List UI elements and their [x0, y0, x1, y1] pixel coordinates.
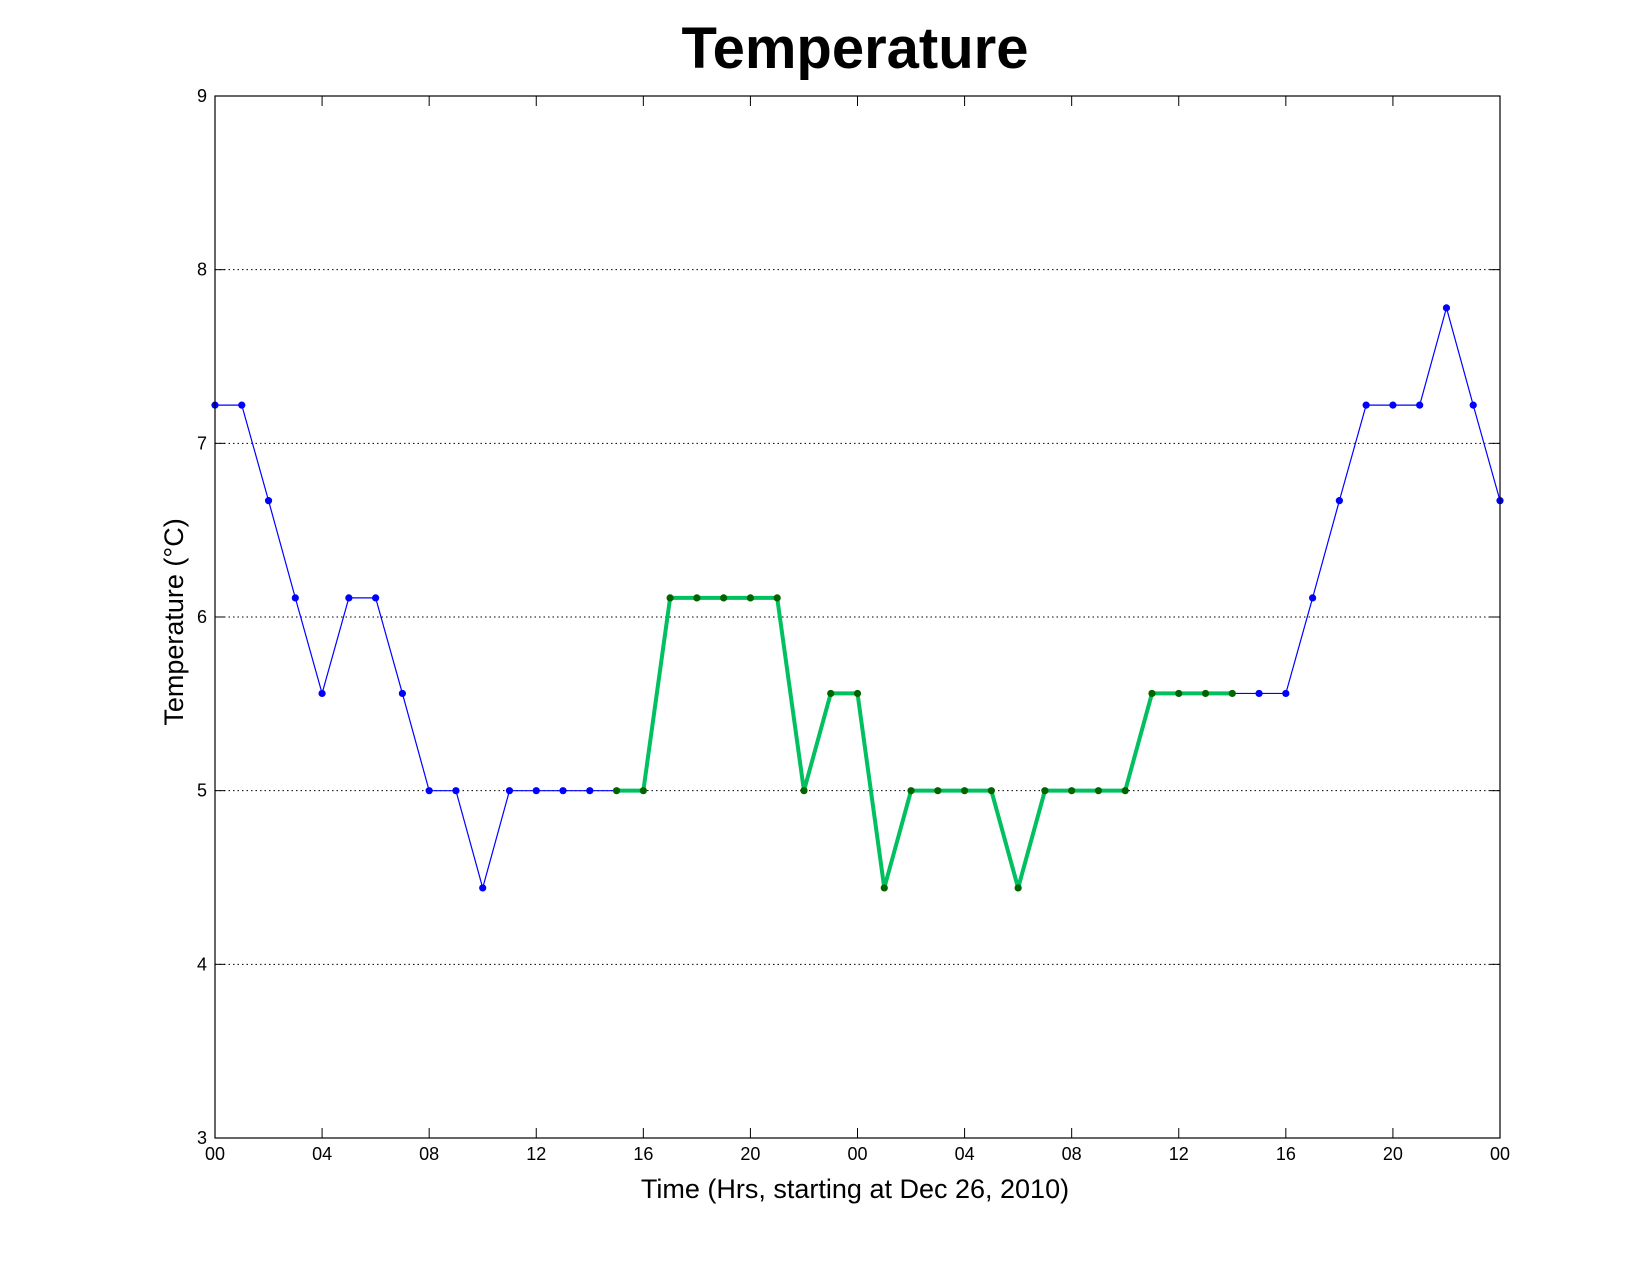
highlight-point	[639, 787, 647, 795]
y-tick-label: 4	[197, 954, 207, 974]
data-point	[532, 787, 540, 795]
x-tick-label: 20	[740, 1144, 760, 1164]
x-tick-label: 12	[526, 1144, 546, 1164]
x-tick-label: 20	[1383, 1144, 1403, 1164]
y-axis-label: Temperature (°C)	[159, 518, 189, 725]
chart-title: Temperature	[681, 16, 1028, 81]
x-tick-label: 16	[633, 1144, 653, 1164]
highlight-point	[800, 787, 808, 795]
highlight-point	[1148, 689, 1156, 698]
data-point	[559, 787, 567, 795]
x-tick-label: 00	[1490, 1144, 1510, 1164]
x-tick-label: 04	[312, 1144, 332, 1164]
y-tick-label: 3	[197, 1128, 207, 1148]
data-point	[1469, 401, 1477, 409]
highlight-point	[1014, 884, 1022, 892]
highlight-point	[746, 594, 755, 602]
data-point	[425, 787, 433, 795]
x-tick-label: 12	[1169, 1144, 1189, 1164]
data-point	[345, 594, 353, 602]
highlight-point	[1094, 787, 1103, 795]
highlight-point	[853, 689, 862, 698]
highlight-point	[1175, 689, 1183, 698]
highlight-point	[934, 787, 942, 795]
series-layer	[211, 304, 1504, 892]
highlight-point	[907, 787, 915, 795]
y-tick-label: 7	[197, 433, 207, 453]
tick-labels: 3 4 5 6 7 8 9 00 04 08 12 16 20 00 04 08 12 16 20 00	[197, 86, 1510, 1164]
highlight-point	[1068, 787, 1076, 795]
highlight-line	[616, 595, 1233, 890]
data-point	[1335, 497, 1343, 505]
highlight-point	[666, 594, 674, 602]
data-point	[1362, 401, 1370, 409]
y-tick-label: 6	[197, 607, 207, 627]
highlight-point	[987, 787, 995, 795]
y-tick-label: 5	[197, 781, 207, 801]
data-point	[398, 689, 406, 698]
data-point	[505, 787, 514, 795]
x-tick-label: 08	[1062, 1144, 1082, 1164]
data-point	[1255, 689, 1263, 698]
data-point	[1442, 304, 1451, 312]
highlight-point	[960, 787, 969, 795]
data-point	[1282, 689, 1290, 698]
x-tick-label: 16	[1276, 1144, 1296, 1164]
highlight-point	[1121, 787, 1129, 795]
highlight-point	[1228, 689, 1236, 698]
y-tick-label: 8	[197, 260, 207, 280]
data-point	[1389, 401, 1397, 409]
x-tick-label: 04	[955, 1144, 975, 1164]
highlight-point	[773, 594, 781, 602]
x-tick-label: 00	[205, 1144, 225, 1164]
data-point	[318, 689, 326, 698]
highlight-point	[1041, 787, 1049, 795]
data-point	[264, 497, 273, 505]
data-point	[1416, 401, 1424, 409]
plot-frame	[214, 95, 1501, 1139]
highlight-point	[693, 594, 701, 602]
highlight-point	[880, 884, 888, 892]
data-point	[586, 787, 594, 795]
data-point	[1309, 594, 1317, 602]
x-axis-label: Time (Hrs, starting at Dec 26, 2010)	[641, 1174, 1069, 1204]
x-tick-label: 00	[847, 1144, 867, 1164]
highlight-point	[1201, 689, 1210, 698]
highlight-point	[612, 787, 621, 795]
data-point	[372, 594, 380, 602]
data-point	[452, 787, 460, 795]
y-tick-label: 9	[197, 86, 207, 106]
highlight-point	[720, 594, 728, 602]
highlight-point	[827, 689, 835, 698]
data-point	[238, 401, 246, 409]
x-tick-label: 08	[419, 1144, 439, 1164]
data-point	[291, 594, 299, 602]
data-point	[479, 884, 487, 892]
